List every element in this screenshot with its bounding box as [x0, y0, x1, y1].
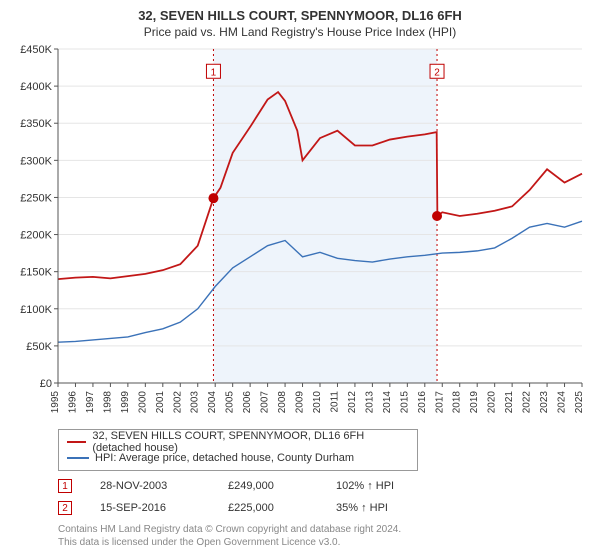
legend-swatch: [67, 441, 86, 443]
svg-text:2010: 2010: [312, 391, 323, 414]
svg-text:2001: 2001: [155, 391, 166, 414]
svg-text:£250K: £250K: [20, 192, 52, 204]
chart-subtitle: Price paid vs. HM Land Registry's House …: [12, 25, 588, 39]
svg-text:2022: 2022: [522, 391, 533, 414]
svg-text:2014: 2014: [382, 391, 393, 414]
svg-text:2000: 2000: [137, 391, 148, 414]
chart-svg: £0 £50K £100K £150K £200K £250K £300K £350K £400…: [12, 43, 588, 423]
chart-title: 32, SEVEN HILLS COURT, SPENNYMOOR, DL16 …: [12, 8, 588, 23]
footer-line-2: This data is licensed under the Open Gov…: [58, 536, 588, 549]
transaction-marker: 2: [58, 501, 72, 515]
svg-text:£350K: £350K: [20, 118, 52, 130]
footer-line-1: Contains HM Land Registry data © Crown c…: [58, 523, 588, 536]
svg-text:2021: 2021: [504, 391, 515, 414]
svg-text:2007: 2007: [260, 391, 271, 414]
svg-text:2: 2: [434, 67, 440, 78]
svg-text:1995: 1995: [50, 391, 61, 414]
transaction-date: 28-NOV-2003: [100, 480, 200, 492]
svg-text:2004: 2004: [207, 391, 218, 414]
transaction-date: 15-SEP-2016: [100, 502, 200, 514]
svg-text:£100K: £100K: [20, 304, 52, 316]
svg-text:2025: 2025: [574, 391, 585, 414]
svg-text:£150K: £150K: [20, 267, 52, 279]
transaction-hpi: 102% ↑ HPI: [336, 480, 394, 492]
svg-text:2018: 2018: [452, 391, 463, 414]
svg-text:1998: 1998: [102, 391, 113, 414]
svg-text:2011: 2011: [329, 391, 340, 413]
svg-text:2005: 2005: [225, 391, 236, 414]
svg-text:2020: 2020: [487, 391, 498, 414]
svg-text:2008: 2008: [277, 391, 288, 414]
svg-text:2023: 2023: [539, 391, 550, 414]
svg-text:2003: 2003: [190, 391, 201, 414]
svg-text:£200K: £200K: [20, 230, 52, 242]
transaction-price: £225,000: [228, 502, 308, 514]
svg-text:2013: 2013: [364, 391, 375, 414]
svg-text:2012: 2012: [347, 391, 358, 414]
transaction-price: £249,000: [228, 480, 308, 492]
chart-area: £0 £50K £100K £150K £200K £250K £300K £350K £400…: [12, 43, 588, 423]
transaction-table: 1 28-NOV-2003 £249,000 102% ↑ HPI 2 15-SEP-20…: [58, 475, 588, 519]
svg-text:1996: 1996: [67, 391, 78, 414]
transaction-row: 1 28-NOV-2003 £249,000 102% ↑ HPI: [58, 475, 588, 497]
svg-text:2016: 2016: [417, 391, 428, 414]
svg-text:2006: 2006: [242, 391, 253, 414]
transaction-marker: 1: [58, 479, 72, 493]
svg-text:2002: 2002: [172, 391, 183, 414]
legend-swatch: [67, 457, 89, 459]
svg-text:1997: 1997: [85, 391, 96, 414]
svg-text:£0: £0: [40, 378, 52, 390]
svg-text:2017: 2017: [434, 391, 445, 414]
svg-text:1: 1: [211, 67, 217, 78]
legend-row: 32, SEVEN HILLS COURT, SPENNYMOOR, DL16 …: [67, 434, 409, 450]
svg-text:2009: 2009: [295, 391, 306, 414]
legend: 32, SEVEN HILLS COURT, SPENNYMOOR, DL16 …: [58, 429, 418, 471]
svg-text:£300K: £300K: [20, 155, 52, 167]
svg-text:£50K: £50K: [26, 341, 52, 353]
svg-text:£400K: £400K: [20, 81, 52, 93]
svg-text:2024: 2024: [557, 391, 568, 414]
legend-label: 32, SEVEN HILLS COURT, SPENNYMOOR, DL16 …: [92, 430, 409, 454]
footer-attribution: Contains HM Land Registry data © Crown c…: [58, 523, 588, 549]
transaction-row: 2 15-SEP-2016 £225,000 35% ↑ HPI: [58, 497, 588, 519]
svg-text:2015: 2015: [399, 391, 410, 414]
legend-label: HPI: Average price, detached house, Coun…: [95, 452, 354, 464]
svg-text:1999: 1999: [120, 391, 131, 414]
svg-text:2019: 2019: [469, 391, 480, 414]
svg-text:£450K: £450K: [20, 44, 52, 56]
transaction-hpi: 35% ↑ HPI: [336, 502, 388, 514]
